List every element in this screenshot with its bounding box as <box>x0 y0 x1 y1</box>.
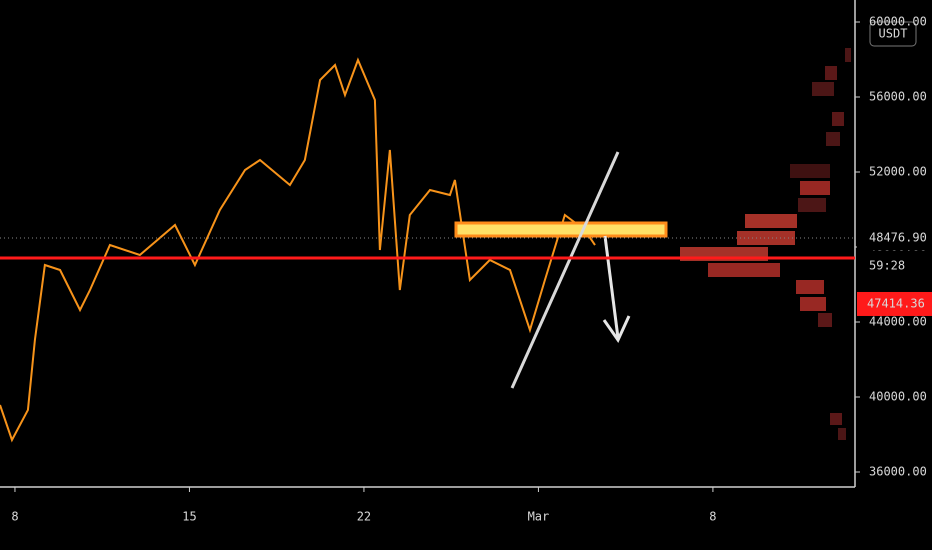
resistance-zone <box>454 221 668 238</box>
x-tick-label: 8 <box>11 510 18 524</box>
profile-bar <box>818 313 832 327</box>
arrow-shaft <box>603 235 620 339</box>
price-line <box>0 57 596 443</box>
profile-bar <box>826 132 840 146</box>
y-tick-label: 52000.00 <box>869 164 927 178</box>
profile-bar <box>708 263 780 277</box>
x-tick-label: 22 <box>357 510 371 524</box>
arrow-head <box>602 315 631 344</box>
profile-bar <box>845 48 851 62</box>
x-tick-label: Mar <box>528 510 550 524</box>
support-label: 47414.36 <box>867 296 925 310</box>
countdown-label: 59:28 <box>869 259 905 273</box>
profile-bar <box>832 112 844 126</box>
profile-bar <box>830 413 842 425</box>
plot <box>0 57 596 443</box>
profile-bar <box>737 231 795 245</box>
profile-bar <box>745 214 797 228</box>
last-price-label: 48476.90 <box>869 231 927 245</box>
currency-badge[interactable] <box>869 21 917 47</box>
profile-bar <box>800 297 826 311</box>
profile-bar <box>838 428 846 440</box>
currency-label: USDT <box>879 27 908 41</box>
x-tick-label: 15 <box>182 510 196 524</box>
support-box <box>857 291 932 316</box>
profile-bar <box>798 198 826 212</box>
y-tick-label: 60000.00 <box>869 14 927 28</box>
profile-bar <box>825 66 837 80</box>
trendline <box>510 151 620 389</box>
profile-bar <box>790 164 830 178</box>
y-tick-label: 40000.00 <box>869 389 927 403</box>
profile-bar <box>796 280 824 294</box>
last-price-box <box>857 226 932 251</box>
profile-bar <box>812 82 834 96</box>
y-tick-label: 44000.00 <box>869 314 927 328</box>
y-tick-label: 36000.00 <box>869 464 927 478</box>
x-tick-label: 8 <box>709 510 716 524</box>
profile-bar <box>800 181 830 195</box>
y-tick-label: 56000.00 <box>869 89 927 103</box>
